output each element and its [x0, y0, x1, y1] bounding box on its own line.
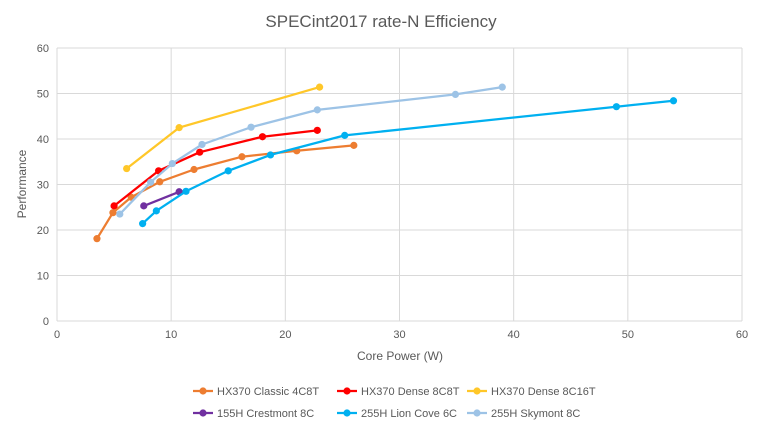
- legend-marker: [199, 387, 207, 395]
- legend: HX370 Classic 4C8T HX370 Dense 8C8T HX370 …: [193, 386, 596, 420]
- series-3: [140, 188, 183, 210]
- axis-layer: 0 10 20 30 40 50 60 0 10 20 30 40 50 60: [37, 43, 748, 341]
- legend-marker: [343, 387, 351, 395]
- data-point: [350, 141, 358, 149]
- data-point: [175, 124, 183, 132]
- data-point: [669, 97, 678, 105]
- data-point: [313, 126, 321, 134]
- data-point: [341, 131, 349, 139]
- data-point: [147, 178, 155, 186]
- y-axis-title: Performance: [15, 149, 29, 218]
- series-line: [141, 99, 674, 225]
- data-point: [123, 164, 131, 173]
- data-point: [196, 148, 204, 156]
- data-point: [182, 187, 190, 195]
- y-tick-label: 60: [37, 43, 49, 55]
- data-point: [156, 178, 164, 186]
- data-point: [152, 207, 160, 215]
- y-tick-label: 10: [37, 271, 49, 283]
- series-line: [143, 190, 180, 207]
- y-tick-label: 0: [43, 316, 49, 328]
- y-tick-label: 30: [37, 180, 49, 192]
- series-line: [96, 144, 354, 240]
- data-point: [110, 202, 118, 210]
- data-point: [313, 106, 321, 114]
- legend-label: 255H Skymont 8C: [491, 408, 580, 420]
- grid-layer: [56, 47, 743, 322]
- data-point: [498, 83, 506, 91]
- y-tick-label: 40: [37, 134, 49, 146]
- series-line: [113, 129, 318, 207]
- x-tick-label: 60: [736, 329, 748, 341]
- legend-label: HX370 Dense 8C8T: [361, 386, 460, 398]
- x-axis-title: Core Power (W): [357, 349, 443, 363]
- series-line: [125, 86, 320, 170]
- data-point: [190, 165, 198, 174]
- data-point: [139, 220, 147, 228]
- series-0: [93, 141, 358, 243]
- data-point: [266, 151, 275, 159]
- legend-label: HX370 Dense 8C16T: [491, 386, 596, 398]
- data-point: [258, 133, 267, 141]
- legend-label: HX370 Classic 4C8T: [217, 386, 319, 398]
- x-tick-label: 10: [165, 329, 177, 341]
- legend-marker: [473, 387, 481, 395]
- legend-entry: HX370 Dense 8C8T: [337, 386, 460, 398]
- data-point: [109, 209, 117, 217]
- data-point: [451, 90, 460, 99]
- series-5: [116, 83, 506, 218]
- legend-marker: [473, 409, 481, 417]
- data-point: [116, 210, 124, 218]
- series-2: [123, 83, 324, 173]
- x-tick-label: 20: [279, 329, 291, 341]
- legend-entry: HX370 Classic 4C8T: [193, 386, 319, 398]
- series-line: [118, 85, 503, 215]
- x-tick-label: 50: [622, 329, 634, 341]
- legend-entry: 255H Skymont 8C: [467, 408, 580, 420]
- legend-label: 155H Crestmont 8C: [217, 408, 314, 420]
- data-point: [168, 159, 176, 168]
- legend-label: 255H Lion Cove 6C: [361, 408, 457, 420]
- x-tick-label: 0: [54, 329, 60, 341]
- y-tick-label: 50: [37, 89, 49, 101]
- legend-marker: [199, 409, 207, 417]
- data-point: [224, 167, 232, 175]
- x-tick-label: 30: [393, 329, 405, 341]
- data-point: [612, 103, 621, 111]
- series-layer: [93, 83, 678, 243]
- data-point: [247, 123, 255, 131]
- data-point: [198, 140, 206, 149]
- data-point: [93, 235, 101, 243]
- data-point: [140, 202, 148, 210]
- data-point: [238, 153, 246, 161]
- chart-title: SPECint2017 rate-N Efficiency: [265, 12, 497, 31]
- legend-entry: 255H Lion Cove 6C: [337, 408, 457, 420]
- series-4: [139, 97, 678, 228]
- y-tick-label: 20: [37, 225, 49, 237]
- legend-entry: HX370 Dense 8C16T: [467, 386, 596, 398]
- data-point: [315, 83, 324, 91]
- legend-entry: 155H Crestmont 8C: [193, 408, 314, 420]
- legend-marker: [343, 409, 351, 417]
- x-tick-label: 40: [508, 329, 520, 341]
